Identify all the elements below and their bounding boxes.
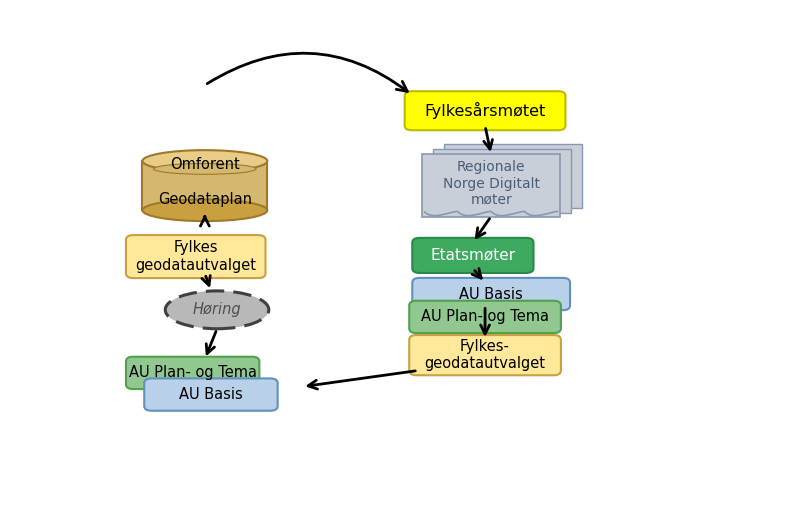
FancyBboxPatch shape xyxy=(145,378,277,411)
Ellipse shape xyxy=(165,291,269,329)
Text: Høring: Høring xyxy=(193,302,241,317)
FancyBboxPatch shape xyxy=(444,144,582,208)
Text: Fylkes-
geodatautvalget: Fylkes- geodatautvalget xyxy=(424,339,545,371)
FancyBboxPatch shape xyxy=(126,235,266,278)
FancyBboxPatch shape xyxy=(422,154,560,218)
FancyBboxPatch shape xyxy=(405,91,565,130)
FancyBboxPatch shape xyxy=(413,278,570,310)
FancyBboxPatch shape xyxy=(410,335,561,375)
FancyBboxPatch shape xyxy=(126,357,259,389)
Ellipse shape xyxy=(142,150,267,172)
FancyBboxPatch shape xyxy=(142,161,267,210)
Text: AU Basis: AU Basis xyxy=(459,287,523,302)
Text: AU Basis: AU Basis xyxy=(179,387,243,402)
Text: AU Plan- og Tema: AU Plan- og Tema xyxy=(129,366,257,380)
FancyBboxPatch shape xyxy=(433,149,571,212)
Text: AU Plan- og Tema: AU Plan- og Tema xyxy=(421,309,549,325)
Text: Etatsmøter: Etatsmøter xyxy=(430,248,516,263)
Text: Fylkesårsmøtet: Fylkesårsmøtet xyxy=(424,102,545,119)
FancyBboxPatch shape xyxy=(413,238,534,273)
FancyBboxPatch shape xyxy=(410,301,561,333)
Text: Omforent

Geodataplan: Omforent Geodataplan xyxy=(158,157,252,206)
Ellipse shape xyxy=(153,163,256,174)
Text: Regionale
Norge Digitalt
møter: Regionale Norge Digitalt møter xyxy=(443,160,540,207)
Text: Fylkes
geodatautvalget: Fylkes geodatautvalget xyxy=(135,241,256,273)
Ellipse shape xyxy=(142,199,267,221)
